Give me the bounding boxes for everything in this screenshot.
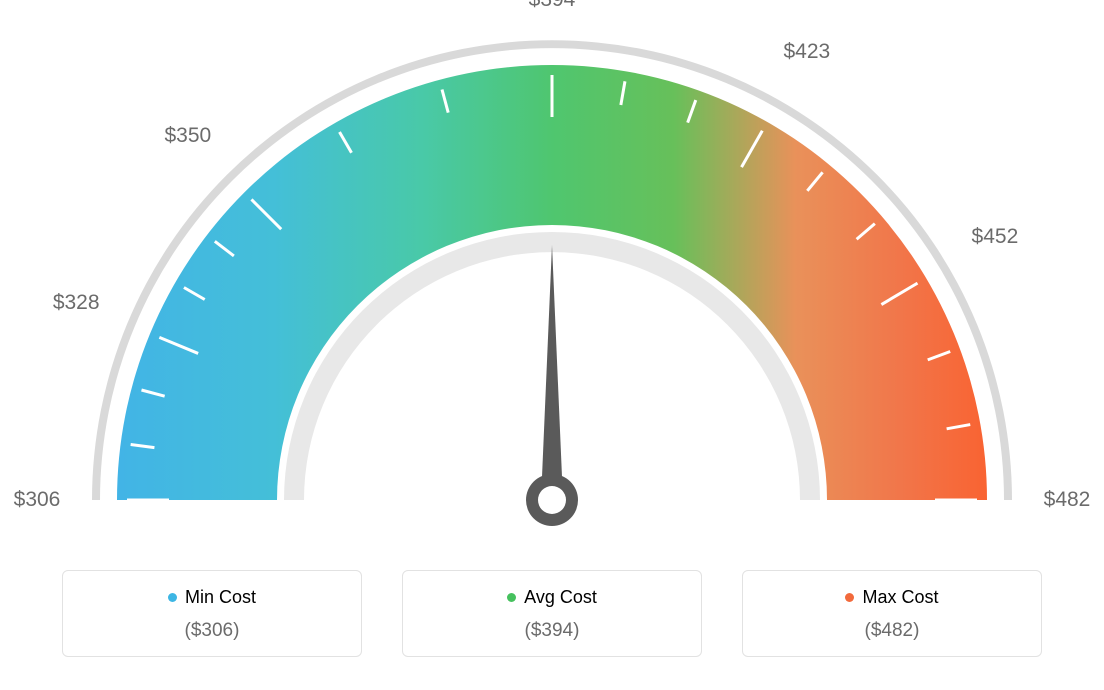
gauge-tick-label: $423 — [783, 40, 830, 64]
legend-dot-max — [845, 593, 854, 602]
legend-dot-avg — [507, 593, 516, 602]
legend-card-min: Min Cost ($306) — [62, 570, 362, 657]
legend-card-avg: Avg Cost ($394) — [402, 570, 702, 657]
gauge-tick-label: $482 — [1044, 488, 1091, 512]
legend-value-avg: ($394) — [403, 620, 701, 642]
gauge-tick-label: $394 — [529, 0, 576, 12]
gauge-chart: $306 $328 $350 $394 $423 $452 $482 — [0, 0, 1104, 560]
gauge-tick-label: $452 — [972, 225, 1019, 249]
legend-label-avg: Avg Cost — [524, 587, 597, 608]
legend-dot-min — [168, 593, 177, 602]
gauge-tick-label: $350 — [164, 124, 211, 148]
gauge-tick-label: $306 — [14, 488, 61, 512]
legend-title-max: Max Cost — [845, 587, 938, 608]
legend-label-max: Max Cost — [862, 587, 938, 608]
legend-title-avg: Avg Cost — [507, 587, 597, 608]
legend-row: Min Cost ($306) Avg Cost ($394) Max Cost… — [0, 560, 1104, 657]
legend-value-max: ($482) — [743, 620, 1041, 642]
gauge-tick-label: $328 — [53, 291, 100, 315]
gauge-svg — [0, 0, 1104, 560]
legend-label-min: Min Cost — [185, 587, 256, 608]
legend-value-min: ($306) — [63, 620, 361, 642]
legend-card-max: Max Cost ($482) — [742, 570, 1042, 657]
legend-title-min: Min Cost — [168, 587, 256, 608]
